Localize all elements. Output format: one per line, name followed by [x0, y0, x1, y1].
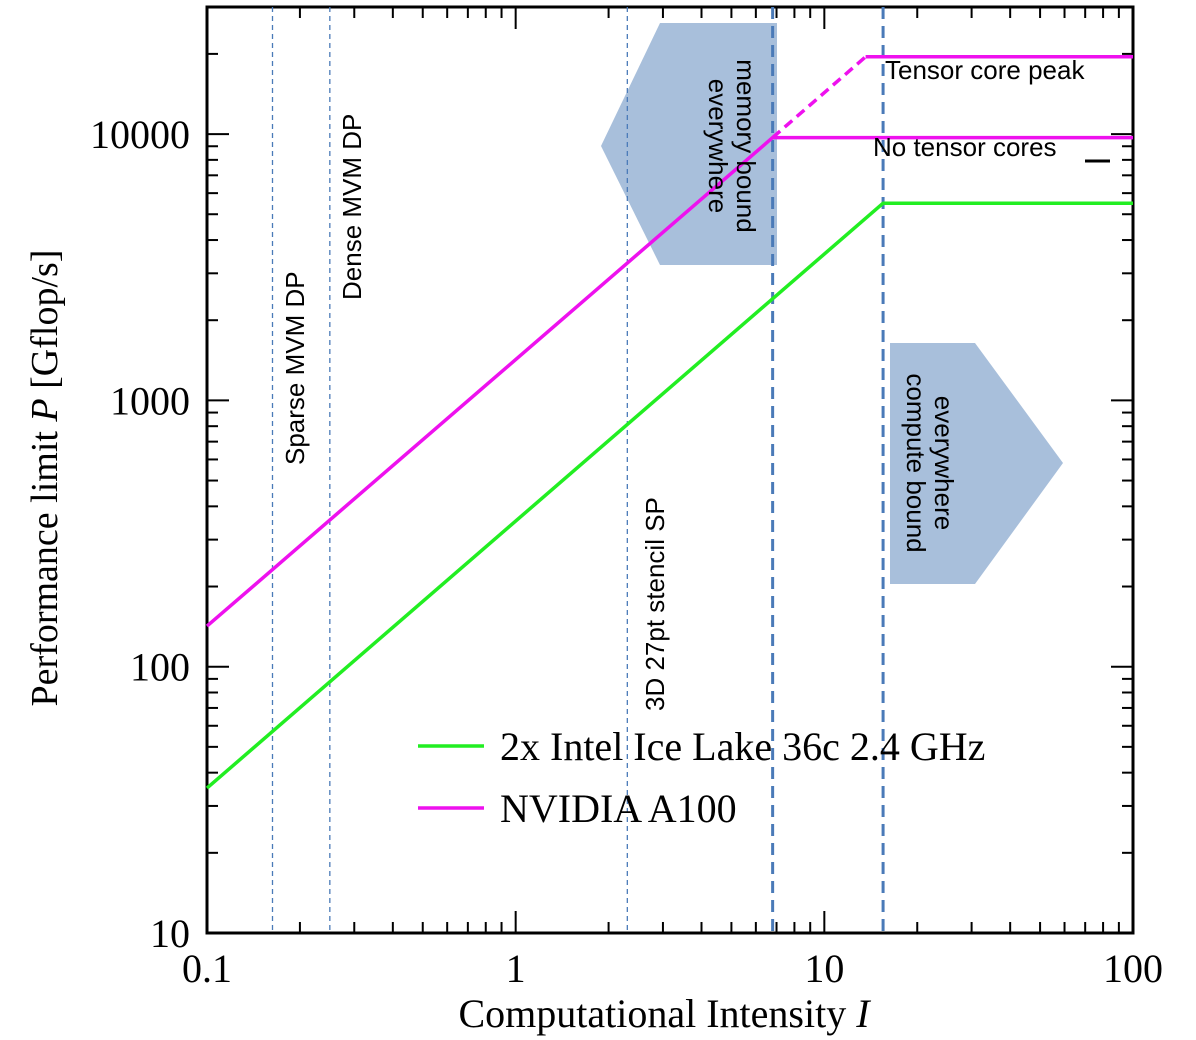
- memory-bound-arrow: [601, 23, 777, 265]
- y-tick-label: 10000: [90, 112, 190, 157]
- x-tick-label: 100: [1103, 946, 1163, 991]
- dense-mvm-label: Dense MVM DP: [337, 114, 367, 300]
- series-line-0: [205, 201, 1133, 790]
- plot-frame: [205, 5, 1135, 935]
- y-tick-label: 1000: [110, 378, 190, 423]
- y-axis-label: Performance limit P [Gflop/s]: [24, 250, 66, 707]
- series-line-2: [771, 55, 867, 139]
- stencil-label: 3D 27pt stencil SP: [640, 497, 670, 711]
- tensor-core-peak-annotation: Tensor core peak: [885, 55, 1085, 85]
- y-tick-label: 10: [150, 911, 190, 956]
- no-tensor-cores-annotation: No tensor cores: [873, 132, 1057, 162]
- x-tick-label: 0.1: [182, 946, 232, 991]
- x-tick-label: 1: [506, 946, 526, 991]
- compute-bound-label-line1: compute bound: [901, 373, 931, 552]
- y-tick-label: 100: [130, 645, 190, 690]
- x-axis-label: Computational Intensity I: [458, 991, 871, 1036]
- memory-bound-label-line2: everywhere: [703, 79, 733, 213]
- x-tick-label: 10: [804, 946, 844, 991]
- legend-label: NVIDIA A100: [500, 786, 737, 831]
- compute-bound-label-line2: everywhere: [929, 396, 959, 530]
- compute-bound-arrow: [890, 343, 1063, 584]
- sparse-mvm-label: Sparse MVM DP: [280, 271, 310, 465]
- legend-label: 2x Intel Ice Lake 36c 2.4 GHz: [500, 724, 985, 769]
- memory-bound-label-line1: memory bound: [731, 59, 761, 232]
